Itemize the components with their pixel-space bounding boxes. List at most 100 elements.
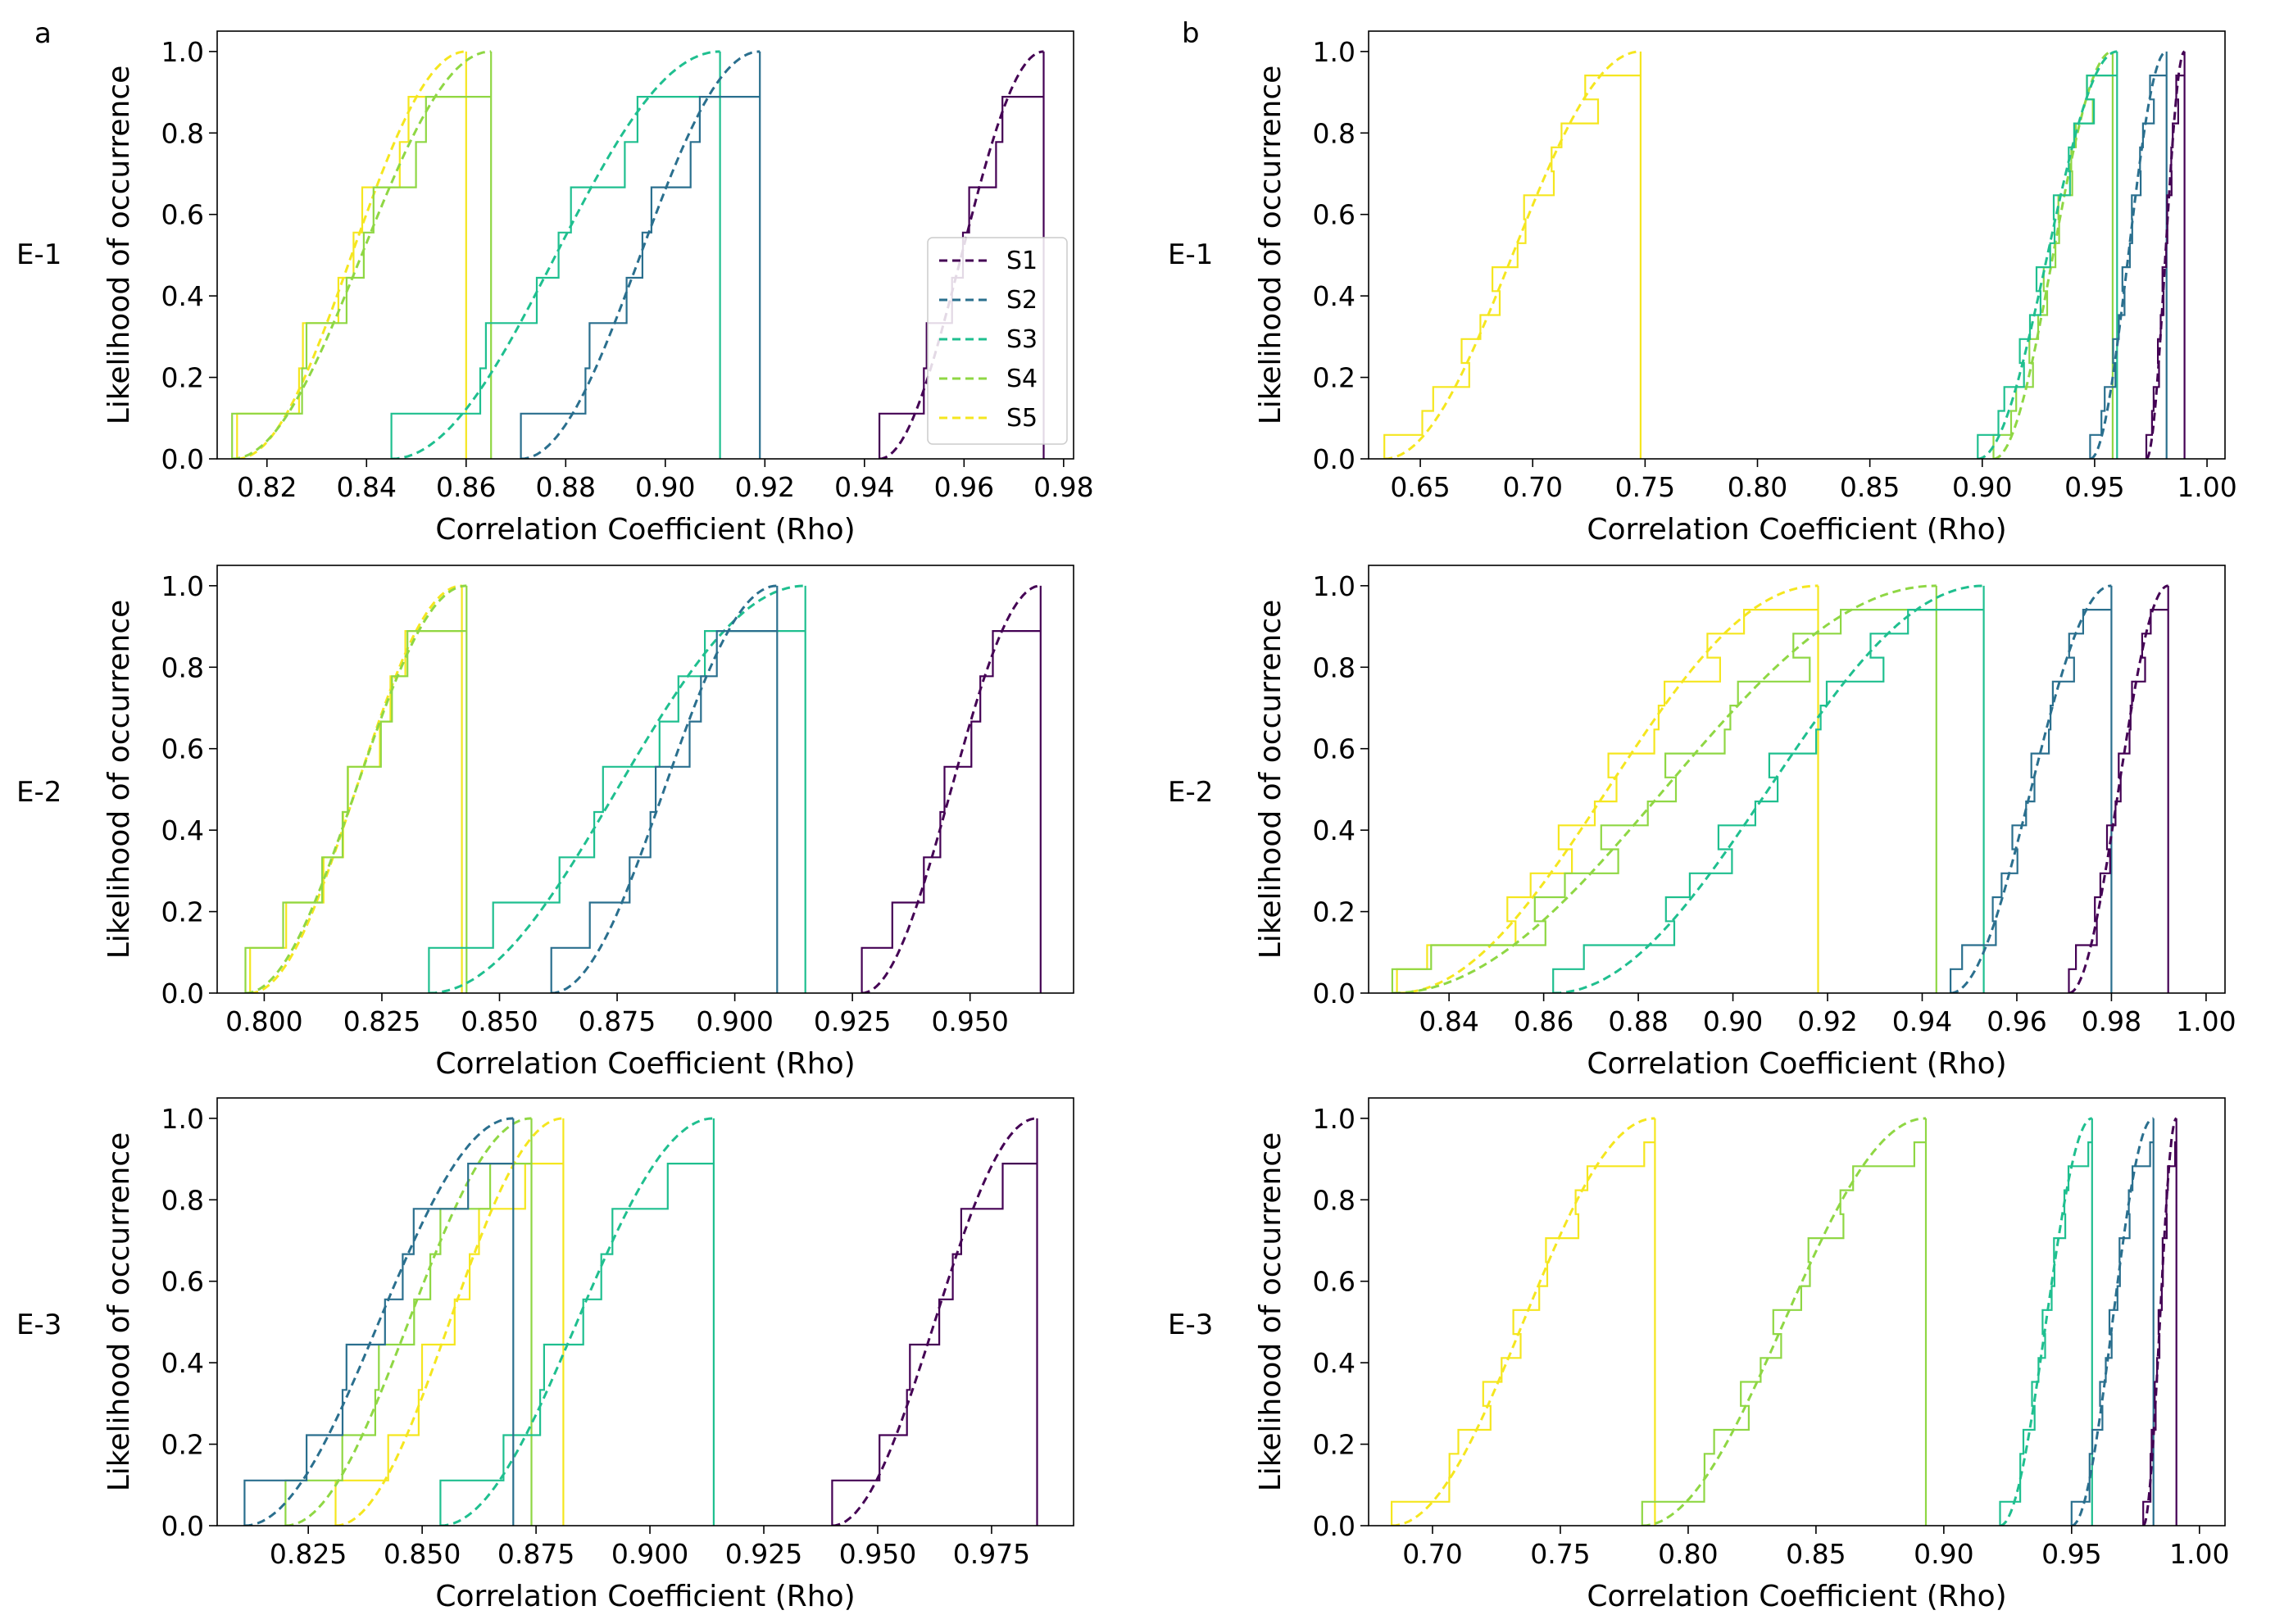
series-step-s3 (1977, 51, 2118, 459)
y-tick-label: 1.0 (161, 1103, 204, 1135)
chart-b-e-1: 0.65 0.70 0.75 0.80 0.85 0.90 0.95 1.00 0.0 0.2 0.… (1254, 30, 2237, 547)
series-fit-s4 (1993, 50, 2114, 459)
x-tick-label: 0.850 (461, 1005, 538, 1037)
x-axis-label: Correlation Coefficient (Rho) (435, 513, 855, 547)
x-tick-label: 0.82 (237, 471, 297, 503)
x-tick-label: 0.80 (1658, 1538, 1718, 1570)
chart-a-e-1: 0.82 0.84 0.86 0.88 0.90 0.92 0.94 0.96 0.98 0.0 0… (102, 30, 1094, 547)
x-tick-label: 0.80 (1728, 471, 1787, 503)
series-fit-s3 (429, 584, 806, 993)
x-axis-label: Correlation Coefficient (Rho) (1587, 1580, 2006, 1613)
y-tick-label: 0.8 (161, 117, 204, 149)
y-tick-label: 0.6 (1313, 199, 1355, 231)
x-tick-label: 0.90 (1952, 471, 2012, 503)
x-tick-label: 0.90 (1914, 1538, 1973, 1570)
y-axis-label: Likelihood of occurrence (102, 1132, 136, 1492)
x-tick-label: 0.70 (1402, 1538, 1462, 1570)
plot-frame (1368, 565, 2226, 994)
y-tick-label: 1.0 (161, 570, 204, 602)
series-fit-s5 (1384, 50, 1641, 459)
y-tick-label: 0.8 (1313, 117, 1355, 149)
y-tick-label: 0.8 (1313, 1184, 1355, 1216)
legend-label-s1: S1 (1006, 247, 1038, 275)
series-fit-s5 (1392, 1117, 1655, 1526)
y-tick-label: 0.2 (161, 1429, 204, 1461)
y-tick-label: 0.0 (161, 978, 204, 1009)
x-tick-label: 1.00 (2169, 1538, 2229, 1570)
series-step-s2 (2070, 1118, 2155, 1526)
plot-frame (216, 1097, 1074, 1526)
y-tick-label: 0.0 (161, 1510, 204, 1542)
x-tick-label: 0.86 (436, 471, 496, 503)
y-tick-label: 0.4 (1313, 1347, 1355, 1379)
series-fit-s4 (1642, 1117, 1927, 1526)
series-step-s4 (244, 585, 468, 993)
y-tick-label: 0.4 (1313, 280, 1355, 312)
x-tick-label: 0.95 (2064, 471, 2124, 503)
series-fit-s5 (237, 50, 466, 459)
y-tick-label: 0.0 (1313, 1510, 1355, 1542)
series-step-s3 (439, 1118, 715, 1526)
x-tick-label: 0.94 (834, 471, 894, 503)
row-label-e3: E-3 (16, 1309, 61, 1341)
series-fit-s2 (1950, 584, 2112, 993)
series-step-s3 (428, 585, 806, 993)
series-fit-s3 (2000, 1117, 2093, 1526)
series-fit-s1 (861, 584, 1041, 993)
series-step-s2 (2089, 51, 2168, 459)
series-fit-s1 (2146, 50, 2186, 459)
y-tick-label: 0.6 (161, 733, 204, 765)
series-step-s2 (243, 1118, 515, 1526)
y-tick-label: 0.8 (1313, 651, 1355, 683)
series-fit-s3 (1553, 584, 1984, 993)
x-tick-label: 0.925 (725, 1538, 802, 1570)
series-group (1391, 584, 2169, 993)
series-step-s1 (2145, 51, 2186, 459)
x-tick-label: 0.96 (934, 471, 994, 503)
y-tick-label: 1.0 (1313, 1103, 1355, 1135)
legend-frame (927, 237, 1068, 445)
row-label-e2-b: E-2 (1168, 776, 1213, 809)
x-axis-label: Correlation Coefficient (Rho) (1587, 1047, 2006, 1081)
chart-a-e-2: 0.800 0.825 0.850 0.875 0.900 0.925 0.950 0.0 0.… (102, 565, 1074, 1081)
series-step-s5 (1391, 1118, 1656, 1526)
y-axis-label: Likelihood of occurrence (102, 600, 136, 959)
y-tick-label: 0.2 (1313, 362, 1355, 394)
legend: S1 S2 S3 S4 S5 (927, 237, 1068, 445)
chart-b-e-2: 0.84 0.86 0.88 0.90 0.92 0.94 0.96 0.98 1.00 0.0 0… (1254, 565, 2236, 1081)
legend-label-s3: S3 (1006, 325, 1038, 354)
x-axis-label: Correlation Coefficient (Rho) (1587, 513, 2006, 547)
y-tick-label: 0.0 (1313, 978, 1355, 1009)
y-tick-label: 0.8 (161, 651, 204, 683)
x-tick-label: 0.98 (2082, 1005, 2141, 1037)
y-tick-label: 0.6 (161, 1266, 204, 1298)
x-tick-label: 0.75 (1615, 471, 1675, 503)
y-tick-label: 1.0 (161, 36, 204, 68)
series-fit-s4 (232, 50, 492, 459)
series-step-s5 (236, 51, 467, 459)
series-group (243, 1117, 1038, 1526)
x-tick-label: 0.925 (814, 1005, 891, 1037)
series-step-s1 (2142, 1118, 2177, 1526)
series-group (1383, 50, 2186, 459)
charts-container: 0.82 0.84 0.86 0.88 0.90 0.92 0.94 0.96 0.980.00… (102, 30, 2237, 1613)
x-tick-label: 0.850 (384, 1538, 461, 1570)
series-fit-s3 (440, 1117, 714, 1526)
y-axis-label: Likelihood of occurrence (1254, 600, 1287, 959)
y-tick-label: 0.6 (161, 199, 204, 231)
y-tick-label: 0.2 (1313, 1429, 1355, 1461)
x-tick-label: 0.95 (2041, 1538, 2101, 1570)
y-tick-label: 0.2 (1313, 896, 1355, 928)
y-tick-label: 1.0 (1313, 570, 1355, 602)
series-group (231, 50, 1045, 459)
x-tick-label: 0.94 (1892, 1005, 1952, 1037)
x-tick-label: 0.88 (536, 471, 596, 503)
series-fit-s2 (244, 1117, 514, 1526)
plot-frame (1368, 30, 2226, 460)
legend-label-s4: S4 (1006, 365, 1038, 393)
y-tick-label: 0.6 (1313, 1266, 1355, 1298)
series-step-s3 (390, 51, 721, 459)
x-tick-label: 0.85 (1786, 1538, 1846, 1570)
x-tick-label: 0.70 (1502, 471, 1562, 503)
